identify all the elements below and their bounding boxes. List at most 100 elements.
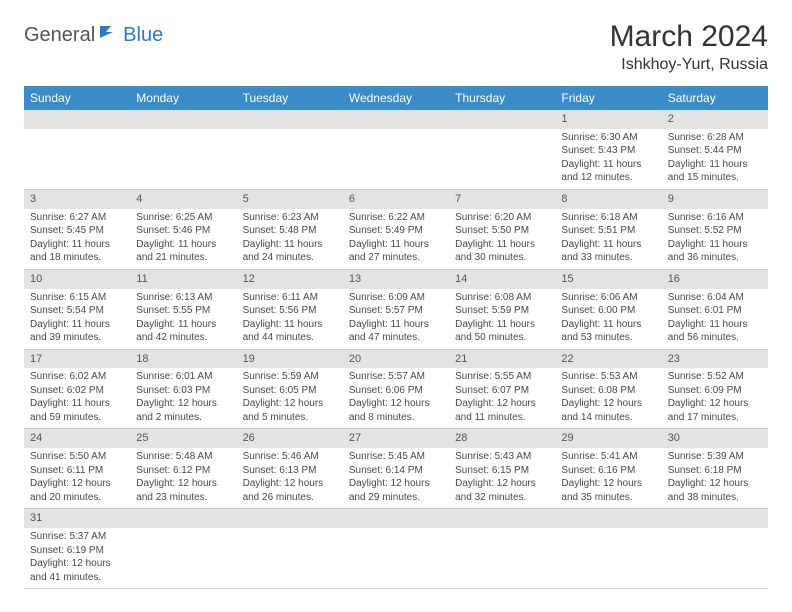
calendar-cell: 8Sunrise: 6:18 AMSunset: 5:51 PMDaylight… xyxy=(555,189,661,269)
day-details: Sunrise: 5:55 AMSunset: 6:07 PMDaylight:… xyxy=(449,368,555,428)
day-detail-line: Daylight: 11 hours xyxy=(30,397,124,411)
day-detail-line: and 5 minutes. xyxy=(243,411,337,425)
day-detail-line: and 53 minutes. xyxy=(561,331,655,345)
day-detail-line: Daylight: 12 hours xyxy=(561,397,655,411)
day-detail-line: Sunrise: 6:02 AM xyxy=(30,370,124,384)
day-detail-line: Daylight: 12 hours xyxy=(455,477,549,491)
day-detail-line: Sunrise: 6:11 AM xyxy=(243,291,337,305)
day-detail-line: Daylight: 11 hours xyxy=(349,238,443,252)
day-detail-line: Sunset: 6:12 PM xyxy=(136,464,230,478)
day-detail-line: and 8 minutes. xyxy=(349,411,443,425)
day-detail-line: Sunrise: 6:27 AM xyxy=(30,211,124,225)
day-number: 28 xyxy=(449,429,555,448)
calendar-cell xyxy=(662,509,768,589)
day-detail-line: Sunrise: 5:48 AM xyxy=(136,450,230,464)
day-details: Sunrise: 6:16 AMSunset: 5:52 PMDaylight:… xyxy=(662,209,768,269)
day-number: 7 xyxy=(449,190,555,209)
day-number: 26 xyxy=(237,429,343,448)
day-number: 4 xyxy=(130,190,236,209)
calendar-row: 17Sunrise: 6:02 AMSunset: 6:02 PMDayligh… xyxy=(24,349,768,429)
calendar-cell: 17Sunrise: 6:02 AMSunset: 6:02 PMDayligh… xyxy=(24,349,130,429)
day-detail-line: Sunrise: 6:09 AM xyxy=(349,291,443,305)
calendar-cell: 26Sunrise: 5:46 AMSunset: 6:13 PMDayligh… xyxy=(237,429,343,509)
weekday-header: Friday xyxy=(555,86,661,110)
day-details: Sunrise: 5:59 AMSunset: 6:05 PMDaylight:… xyxy=(237,368,343,428)
day-detail-line: Sunset: 6:16 PM xyxy=(561,464,655,478)
day-details: Sunrise: 6:04 AMSunset: 6:01 PMDaylight:… xyxy=(662,289,768,349)
day-details: Sunrise: 5:48 AMSunset: 6:12 PMDaylight:… xyxy=(130,448,236,508)
day-detail-line: Sunset: 5:56 PM xyxy=(243,304,337,318)
calendar-cell xyxy=(555,509,661,589)
day-detail-line: Sunset: 5:50 PM xyxy=(455,224,549,238)
logo-text-blue: Blue xyxy=(123,24,163,47)
day-detail-line: and 11 minutes. xyxy=(455,411,549,425)
day-detail-line: Daylight: 11 hours xyxy=(668,238,762,252)
flag-icon xyxy=(99,24,121,47)
day-detail-line: Sunset: 5:51 PM xyxy=(561,224,655,238)
day-detail-line: and 32 minutes. xyxy=(455,491,549,505)
day-detail-line: and 50 minutes. xyxy=(455,331,549,345)
day-number: 12 xyxy=(237,270,343,289)
weekday-header: Tuesday xyxy=(237,86,343,110)
day-detail-line: Sunset: 6:02 PM xyxy=(30,384,124,398)
day-detail-line: Daylight: 12 hours xyxy=(349,477,443,491)
day-number: 31 xyxy=(24,509,130,528)
day-detail-line: and 29 minutes. xyxy=(349,491,443,505)
day-number: 13 xyxy=(343,270,449,289)
day-details: Sunrise: 6:09 AMSunset: 5:57 PMDaylight:… xyxy=(343,289,449,349)
calendar-cell: 18Sunrise: 6:01 AMSunset: 6:03 PMDayligh… xyxy=(130,349,236,429)
day-detail-line: Daylight: 11 hours xyxy=(561,158,655,172)
day-detail-line: Sunset: 5:45 PM xyxy=(30,224,124,238)
day-details: Sunrise: 6:06 AMSunset: 6:00 PMDaylight:… xyxy=(555,289,661,349)
calendar-table: Sunday Monday Tuesday Wednesday Thursday… xyxy=(24,86,768,589)
day-detail-line: Sunrise: 6:01 AM xyxy=(136,370,230,384)
calendar-row: 3Sunrise: 6:27 AMSunset: 5:45 PMDaylight… xyxy=(24,189,768,269)
day-detail-line: Sunset: 5:48 PM xyxy=(243,224,337,238)
day-detail-line: and 21 minutes. xyxy=(136,251,230,265)
day-number: 22 xyxy=(555,350,661,369)
day-details: Sunrise: 6:08 AMSunset: 5:59 PMDaylight:… xyxy=(449,289,555,349)
calendar-cell: 29Sunrise: 5:41 AMSunset: 6:16 PMDayligh… xyxy=(555,429,661,509)
day-detail-line: Sunrise: 6:04 AM xyxy=(668,291,762,305)
day-detail-line: and 41 minutes. xyxy=(30,571,124,585)
day-detail-line: Daylight: 11 hours xyxy=(349,318,443,332)
day-detail-line: Sunrise: 5:41 AM xyxy=(561,450,655,464)
day-number: 3 xyxy=(24,190,130,209)
day-detail-line: and 42 minutes. xyxy=(136,331,230,345)
day-number: 1 xyxy=(555,110,661,129)
day-detail-line: Sunrise: 5:57 AM xyxy=(349,370,443,384)
day-number: 30 xyxy=(662,429,768,448)
day-detail-line: Daylight: 11 hours xyxy=(136,238,230,252)
day-detail-line: and 2 minutes. xyxy=(136,411,230,425)
day-detail-line: Daylight: 11 hours xyxy=(30,238,124,252)
day-details: Sunrise: 5:41 AMSunset: 6:16 PMDaylight:… xyxy=(555,448,661,508)
day-number: 29 xyxy=(555,429,661,448)
location-label: Ishkhoy-Yurt, Russia xyxy=(610,56,768,74)
day-detail-line: Daylight: 11 hours xyxy=(561,238,655,252)
day-detail-line: Sunset: 5:46 PM xyxy=(136,224,230,238)
day-detail-line: Sunset: 6:05 PM xyxy=(243,384,337,398)
day-detail-line: Sunrise: 5:46 AM xyxy=(243,450,337,464)
day-detail-line: Daylight: 12 hours xyxy=(349,397,443,411)
calendar-cell xyxy=(343,509,449,589)
day-detail-line: and 39 minutes. xyxy=(30,331,124,345)
day-detail-line: Sunrise: 6:08 AM xyxy=(455,291,549,305)
calendar-cell: 20Sunrise: 5:57 AMSunset: 6:06 PMDayligh… xyxy=(343,349,449,429)
day-detail-line: Sunset: 6:00 PM xyxy=(561,304,655,318)
day-detail-line: and 20 minutes. xyxy=(30,491,124,505)
day-number: 18 xyxy=(130,350,236,369)
day-detail-line: Sunset: 5:57 PM xyxy=(349,304,443,318)
calendar-cell: 14Sunrise: 6:08 AMSunset: 5:59 PMDayligh… xyxy=(449,269,555,349)
day-number: 23 xyxy=(662,350,768,369)
weekday-header: Wednesday xyxy=(343,86,449,110)
day-detail-line: Sunrise: 6:13 AM xyxy=(136,291,230,305)
day-details: Sunrise: 5:57 AMSunset: 6:06 PMDaylight:… xyxy=(343,368,449,428)
day-number: 6 xyxy=(343,190,449,209)
day-details: Sunrise: 6:22 AMSunset: 5:49 PMDaylight:… xyxy=(343,209,449,269)
day-number: 2 xyxy=(662,110,768,129)
calendar-cell: 16Sunrise: 6:04 AMSunset: 6:01 PMDayligh… xyxy=(662,269,768,349)
day-detail-line: Daylight: 12 hours xyxy=(243,477,337,491)
calendar-cell: 22Sunrise: 5:53 AMSunset: 6:08 PMDayligh… xyxy=(555,349,661,429)
calendar-row: 24Sunrise: 5:50 AMSunset: 6:11 PMDayligh… xyxy=(24,429,768,509)
day-detail-line: Sunrise: 5:52 AM xyxy=(668,370,762,384)
